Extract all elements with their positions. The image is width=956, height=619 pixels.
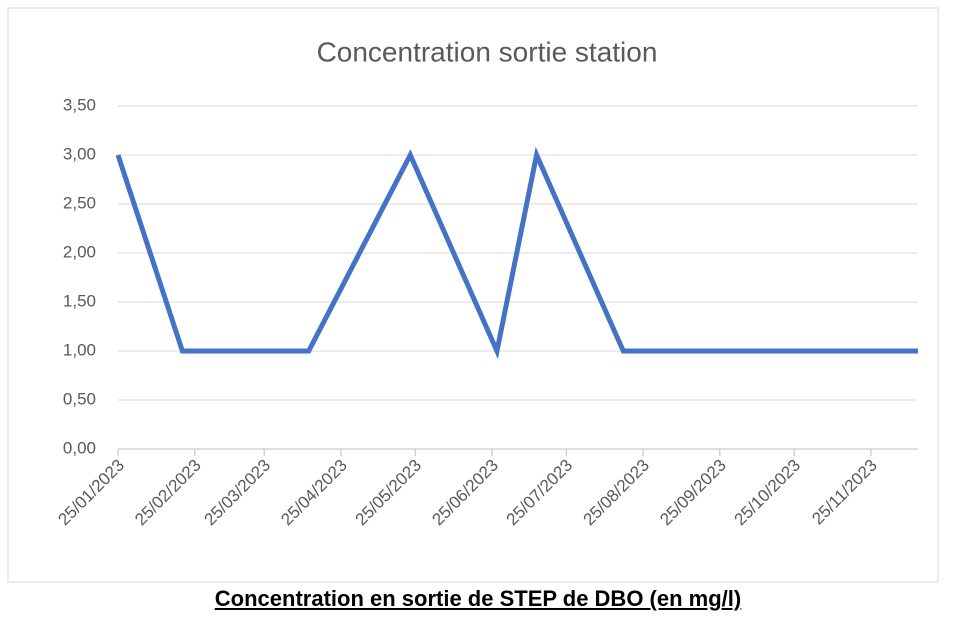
line-series xyxy=(115,146,918,360)
caption: Concentration en sortie de STEP de DBO (… xyxy=(214,586,742,611)
chart-title: Concentration sortie station xyxy=(317,36,658,67)
chart: Concentration sortie station 0,00 0,50 1,0… xyxy=(7,7,939,583)
y-tick-label: 0,50 xyxy=(63,389,96,408)
y-tick-label: 3,50 xyxy=(63,95,96,114)
y-tick-label: 2,00 xyxy=(63,242,96,261)
y-tick-label: 3,00 xyxy=(63,144,96,163)
y-tick-label: 0,00 xyxy=(63,438,96,457)
y-tick-label: 1,00 xyxy=(63,340,96,359)
y-tick-label: 2,50 xyxy=(63,193,96,212)
y-tick-label: 1,50 xyxy=(63,291,96,310)
